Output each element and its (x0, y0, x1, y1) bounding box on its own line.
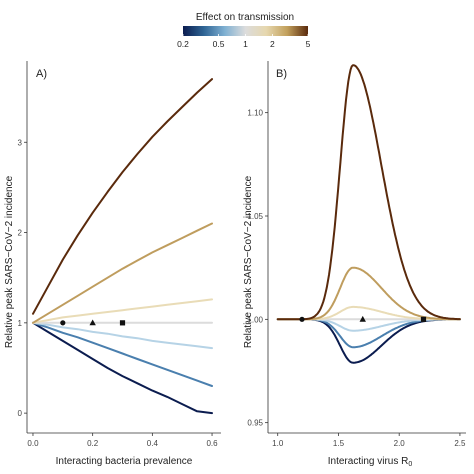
panel-b-label: B) (276, 68, 287, 80)
panel-a-x-axis-title: Interacting bacteria prevalence (56, 456, 193, 467)
panel-a-series-line-2 (32, 321, 213, 387)
panel-b-series-line-2 (276, 318, 461, 349)
panel-b-y-tick-label: 1.05 (247, 212, 263, 221)
legend-tick-label: 5 (306, 39, 311, 49)
panel-b-marker-triangle (359, 315, 366, 322)
panel-b-x-axis-title-subscript: 0 (408, 461, 412, 468)
panel-a-series (32, 78, 213, 415)
panel-a-markers (60, 319, 126, 326)
panel-a-marker-triangle (89, 319, 96, 326)
panel-b-x-tick-label: 1.5 (333, 439, 345, 448)
panel-b-markers (299, 315, 427, 322)
panel-b-series-line-1 (276, 318, 461, 364)
panel-a-y-tick-label: 2 (18, 229, 23, 238)
color-legend: Effect on transmission 0.2 0.5 1 2 5 (177, 12, 311, 49)
panel-b-x-tick-label: 2.0 (394, 439, 406, 448)
panel-b-series (276, 64, 461, 364)
panel-a-series-line-3 (32, 321, 213, 350)
panel-a-label: A) (36, 68, 47, 80)
panel-a-x-tick-label: 0.0 (27, 439, 39, 448)
panel-a-series-line-6 (32, 222, 213, 324)
panel-b-x-axis-title: Interacting virus R0 (328, 456, 413, 468)
panel-b-marker-circle (299, 316, 305, 322)
panel-b-axes: 1.0 1.5 2.0 2.5 0.95 1.00 1.05 1.10 (247, 61, 466, 448)
panel-a: A) 0.0 0.2 0.4 0.6 0 1 2 3 Interacting bacteria… (4, 61, 221, 467)
panel-b-marker-square (420, 316, 427, 322)
legend-ticks: 0.2 0.5 1 2 5 (177, 34, 311, 49)
panel-a-y-axis-title: Relative peak SARS−CoV−2 incidence (4, 175, 15, 348)
legend-tick-label: 0.2 (177, 39, 189, 49)
panel-b-x-tick-label: 2.5 (454, 439, 466, 448)
panel-b-y-axis-title: Relative peak SARS−CoV−2 incidence (243, 175, 254, 348)
panel-a-y-tick-label: 3 (18, 138, 23, 147)
panel-b-y-tick-label: 1.10 (247, 109, 263, 118)
legend-tick-label: 1 (243, 39, 248, 49)
panel-b-series-line-6 (276, 266, 461, 321)
panel-b: B) 1.0 1.5 2.0 2.5 0.95 1.00 1.05 1.10 Interact… (243, 61, 466, 468)
legend-title: Effect on transmission (196, 12, 294, 23)
panel-a-x-tick-label: 0.2 (87, 439, 99, 448)
panel-a-x-tick-label: 0.4 (147, 439, 159, 448)
panel-a-series-line-7 (32, 78, 213, 315)
legend-tick-label: 0.5 (213, 39, 225, 49)
panel-b-x-axis-title-main: Interacting virus R (328, 456, 409, 467)
panel-a-marker-square (119, 320, 126, 326)
panel-b-y-tick-label: 1.00 (247, 315, 263, 324)
panel-a-x-tick-label: 0.6 (206, 439, 218, 448)
panel-a-marker-circle (60, 320, 66, 326)
panel-b-y-tick-label: 0.95 (247, 419, 263, 428)
panel-a-series-line-1 (32, 321, 213, 415)
panel-a-y-tick-label: 0 (18, 409, 23, 418)
panel-a-axes: 0.0 0.2 0.4 0.6 0 1 2 3 (18, 61, 221, 448)
panel-a-y-tick-label: 1 (18, 319, 23, 328)
panel-b-x-tick-label: 1.0 (272, 439, 284, 448)
legend-tick-label: 2 (270, 39, 275, 49)
panel-a-series-line-5 (32, 298, 213, 324)
panel-b-series-line-7 (276, 64, 461, 321)
legend-colorbar (183, 26, 308, 36)
